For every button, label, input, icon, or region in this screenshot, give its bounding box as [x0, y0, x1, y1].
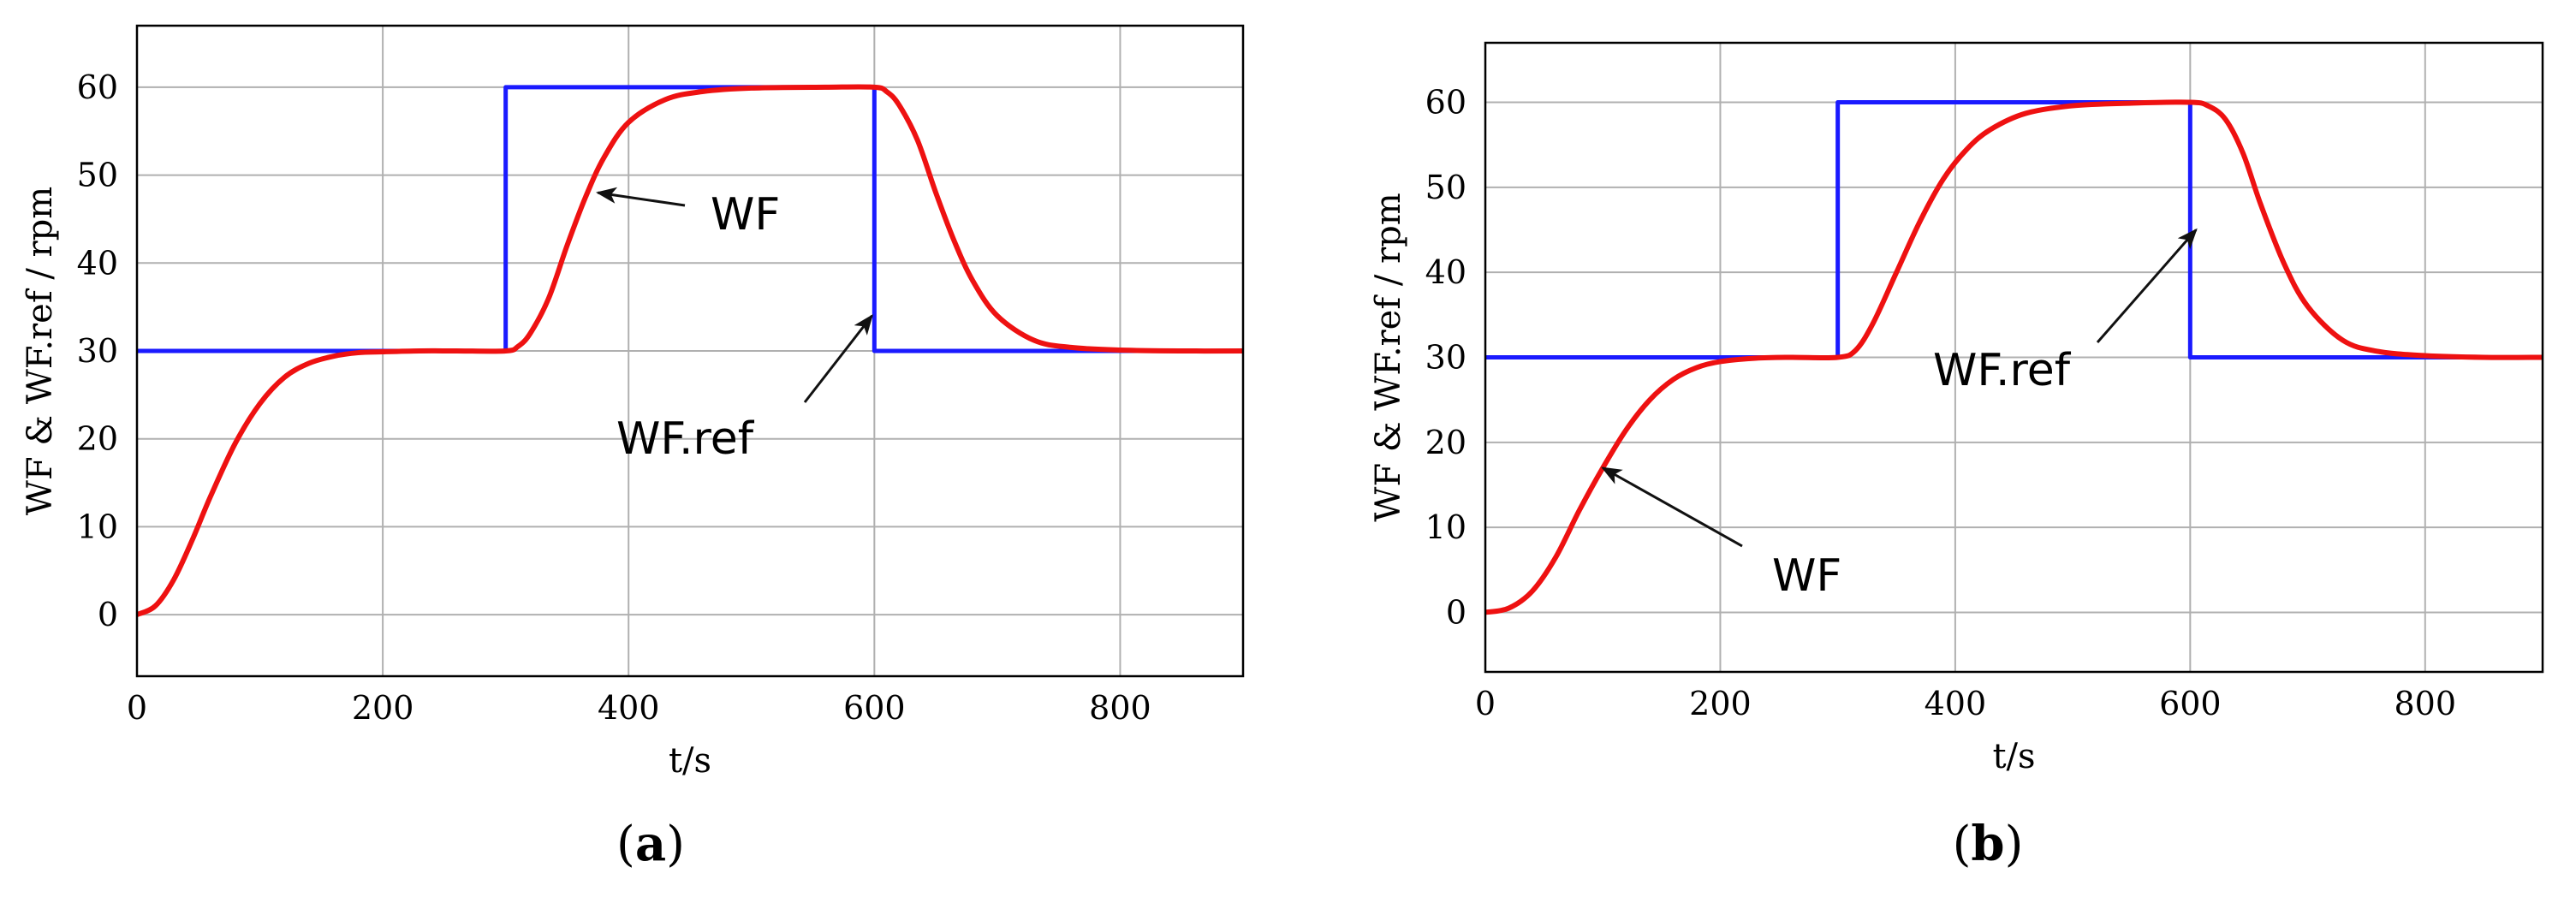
chart-panel-b: 0 200 400 600 800 0 10 20 30 40 50 60 t/s WF & WF.ref… — [1369, 41, 2544, 872]
y-tick-label: 50 — [77, 157, 118, 194]
y-tick-label: 30 — [77, 332, 118, 370]
y-axis-label: WF & WF.ref / rpm — [1369, 193, 1408, 521]
x-tick-label: 800 — [2395, 685, 2457, 722]
annotation-wf-ref: WF.ref — [616, 413, 755, 465]
series-line-wf — [1485, 99, 2543, 615]
y-tick-label: 60 — [77, 68, 118, 106]
annotation-wf-ref: WF.ref — [1933, 345, 2072, 396]
x-tick-label: 600 — [2159, 685, 2222, 722]
x-axis-label: t/s — [1992, 737, 2035, 776]
x-tick-label: 0 — [1475, 685, 1496, 722]
y-axis-label: WF & WF.ref / rpm — [21, 187, 60, 515]
annotation-arrow — [2096, 228, 2198, 343]
x-axis-label: t/s — [669, 741, 711, 781]
panel-caption: (a) — [616, 816, 685, 872]
y-tick-label: 20 — [77, 420, 118, 458]
x-tick-label: 600 — [843, 689, 906, 727]
annotation-arrow — [803, 314, 873, 403]
annotation-arrow — [595, 187, 686, 207]
y-tick-label: 10 — [77, 508, 118, 545]
annotation-wf: WF — [1772, 550, 1841, 602]
x-tick-label: 0 — [127, 689, 147, 727]
y-tick-label: 0 — [1446, 593, 1466, 631]
x-tick-label: 400 — [1925, 685, 1987, 722]
y-tick-label: 40 — [1425, 253, 1466, 291]
plot-frame — [1484, 41, 2544, 674]
x-tick-label: 800 — [1089, 689, 1151, 727]
x-tick-label: 400 — [598, 689, 660, 727]
x-tick-label: 200 — [352, 689, 414, 727]
y-tick-label: 30 — [1425, 339, 1466, 377]
annotation-wf: WF — [711, 189, 780, 241]
panel-caption: (b) — [1953, 816, 2024, 872]
y-tick-label: 0 — [98, 596, 118, 633]
x-tick-label: 200 — [1689, 685, 1752, 722]
annotation-arrow — [1601, 466, 1743, 548]
chart-panel-a: 0 200 400 600 800 0 10 20 30 40 50 60 t/s WF & WF.ref… — [21, 24, 1245, 872]
y-tick-label: 60 — [1425, 84, 1466, 122]
y-tick-label: 50 — [1425, 169, 1466, 206]
y-tick-label: 40 — [77, 244, 118, 282]
y-tick-label: 20 — [1425, 424, 1466, 461]
y-tick-label: 10 — [1425, 508, 1466, 546]
plot-frame — [135, 24, 1245, 678]
series-line-wf — [137, 84, 1243, 617]
